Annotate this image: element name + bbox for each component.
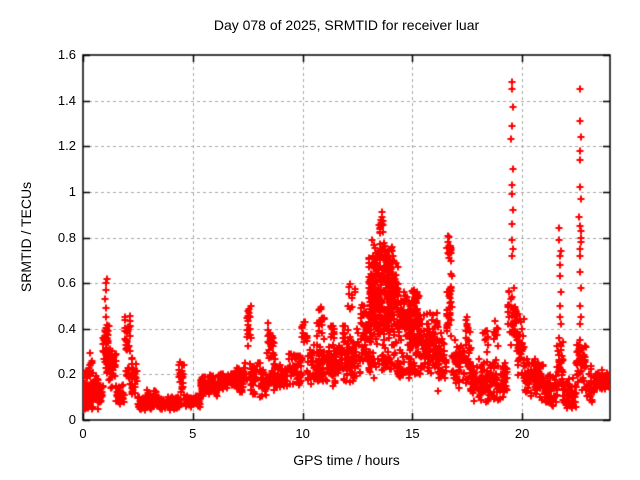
y-tick-label: 1 [68,183,76,199]
y-tick-label: 0 [68,412,76,427]
x-tick-label: 15 [405,426,420,441]
x-axis-label: GPS time / hours [293,452,400,468]
x-tick-label: 20 [514,426,530,441]
x-tick-label: 5 [189,426,197,441]
y-tick-label: 0.4 [57,320,76,336]
x-tick-label: 0 [79,426,87,441]
y-tick-label: 0.2 [57,366,76,382]
y-tick-label: 1.6 [57,47,76,62]
x-tick-label: 10 [295,426,310,441]
y-tick-label: 0.8 [57,229,76,245]
y-tick-label: 0.6 [57,275,76,291]
chart-title: Day 078 of 2025, SRMTID for receiver lua… [213,17,480,33]
y-tick-label: 1.2 [57,138,76,154]
y-tick-label: 1.4 [57,92,76,108]
